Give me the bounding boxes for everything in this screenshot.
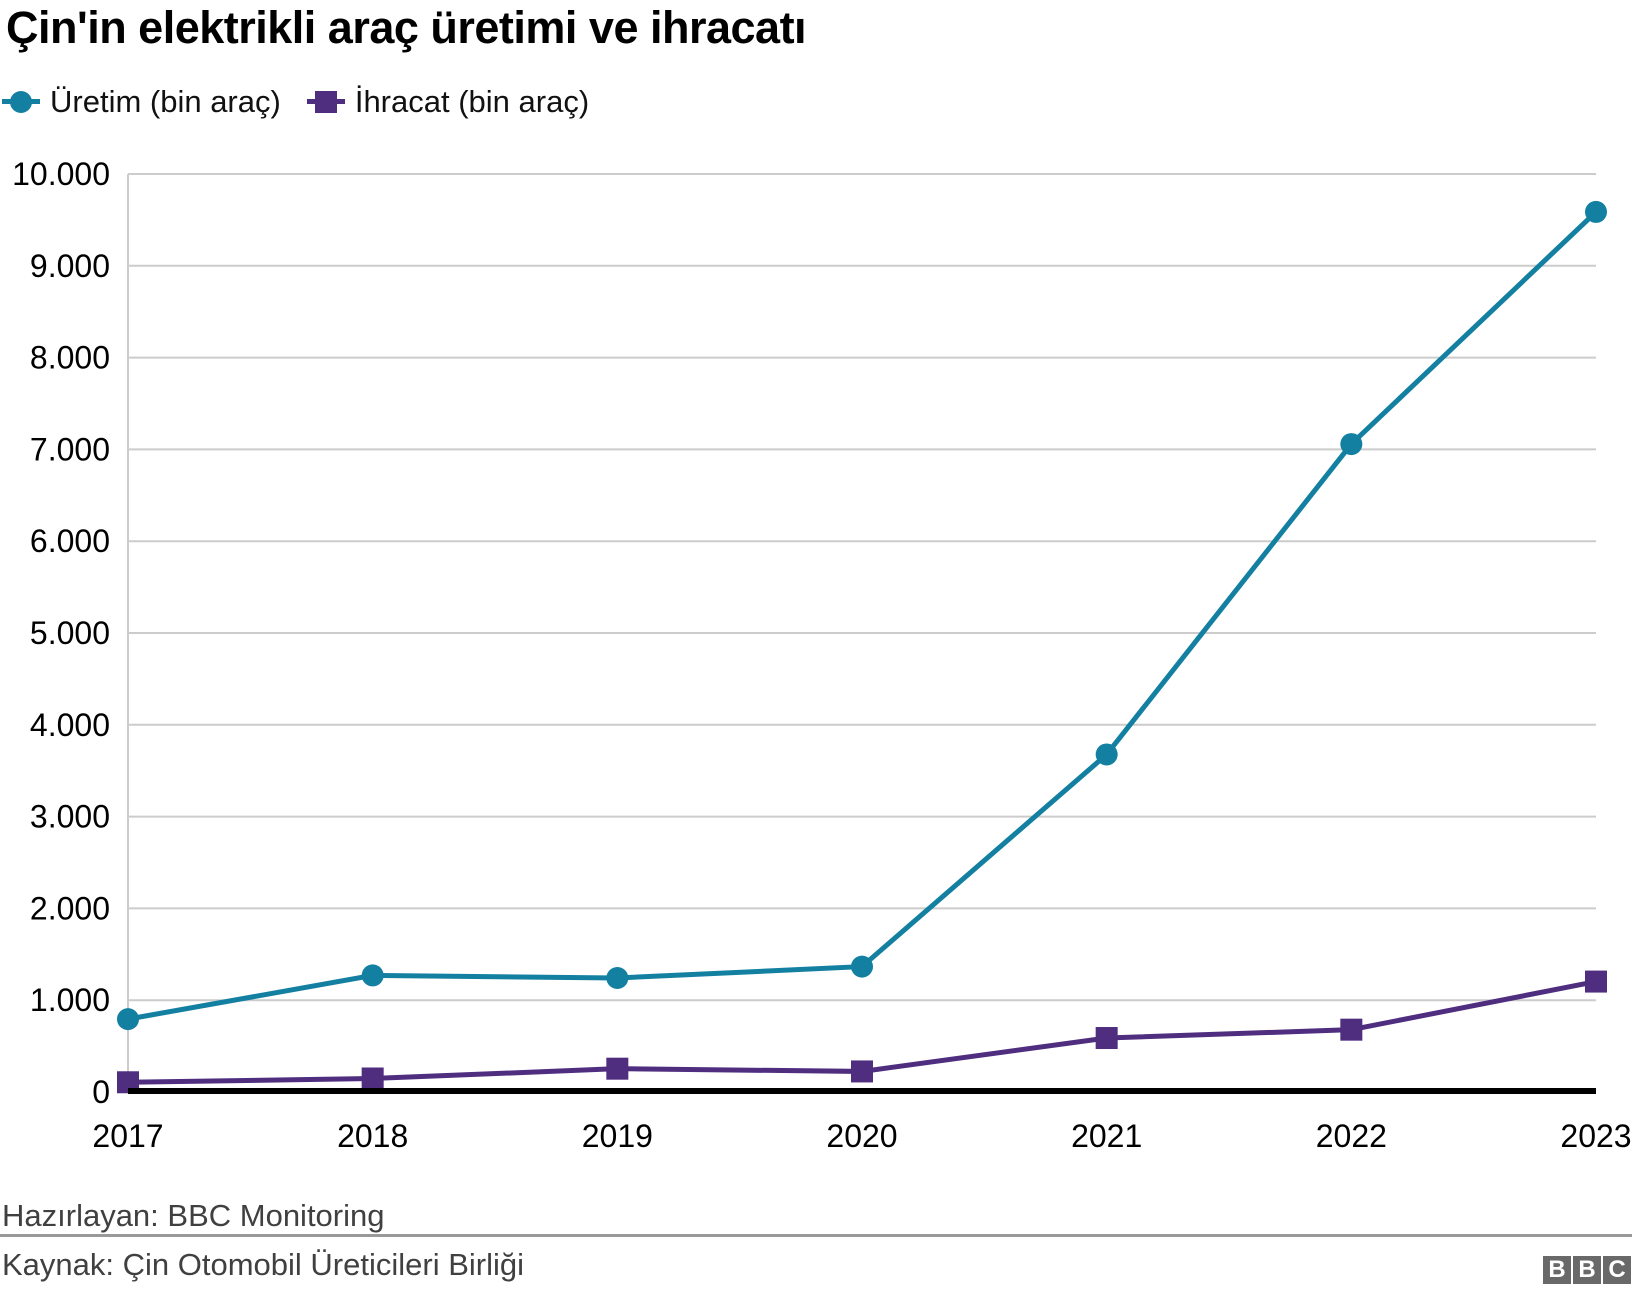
data-point-square <box>851 1060 873 1083</box>
data-point-square <box>117 1071 139 1094</box>
legend-label-ihracat: İhracat (bin araç) <box>354 84 590 119</box>
bbc-logo: B B C <box>1543 1256 1631 1284</box>
legend-label-uretim: Üretim (bin araç) <box>50 84 281 119</box>
y-tick-label: 5.000 <box>30 615 110 651</box>
y-tick-label: 8.000 <box>30 340 110 376</box>
y-tick-label: 9.000 <box>30 248 110 284</box>
chart-title: Çin'in elektrikli araç üretimi ve ihraca… <box>6 2 807 53</box>
data-point-square <box>361 1067 384 1090</box>
bbc-logo-letter: B <box>1573 1256 1601 1284</box>
data-point-circle <box>1340 433 1363 456</box>
footer-divider <box>0 1234 1632 1237</box>
x-tick-label: 2018 <box>337 1118 408 1154</box>
data-point-circle <box>361 964 384 987</box>
prepared-by-credit: Hazırlayan: BBC Monitoring <box>2 1198 385 1233</box>
x-tick-label: 2020 <box>826 1118 897 1154</box>
y-tick-label: 4.000 <box>30 707 110 743</box>
y-tick-label: 0 <box>92 1074 110 1110</box>
data-point-circle <box>606 966 629 989</box>
x-tick-label: 2022 <box>1316 1118 1387 1154</box>
data-point-square <box>1585 970 1607 993</box>
legend-square-marker-icon <box>306 91 345 113</box>
legend-circle-marker-icon <box>2 91 40 113</box>
x-tick-label: 2023 <box>1560 1118 1631 1154</box>
x-tick-label: 2019 <box>582 1118 653 1154</box>
data-point-circle <box>851 955 873 978</box>
y-tick-label: 3.000 <box>30 799 110 835</box>
data-point-square <box>1340 1018 1363 1041</box>
data-point-square <box>1095 1027 1118 1050</box>
bbc-logo-letter: C <box>1603 1256 1631 1284</box>
legend: Üretim (bin araç) İhracat (bin araç) <box>2 84 589 120</box>
data-point-circle <box>1585 200 1607 223</box>
legend-item-ihracat: İhracat (bin araç) <box>306 84 590 120</box>
y-tick-label: 10.000 <box>12 156 110 192</box>
series-line-0 <box>127 210 1598 1022</box>
y-tick-label: 1.000 <box>30 982 110 1018</box>
source-credit: Kaynak: Çin Otomobil Üreticileri Birliği <box>2 1247 524 1282</box>
square-marker-icon <box>314 91 337 113</box>
x-tick-label: 2021 <box>1071 1118 1142 1154</box>
data-point-square <box>606 1057 629 1080</box>
circle-marker-icon <box>10 91 32 113</box>
y-tick-label: 7.000 <box>30 431 110 467</box>
data-point-circle <box>117 1008 139 1031</box>
y-tick-label: 2.000 <box>30 890 110 926</box>
legend-item-uretim: Üretim (bin araç) <box>2 84 281 120</box>
x-tick-label: 2017 <box>92 1118 163 1154</box>
y-tick-label: 6.000 <box>30 523 110 559</box>
data-point-circle <box>1095 743 1118 766</box>
bbc-logo-letter: B <box>1543 1256 1571 1284</box>
